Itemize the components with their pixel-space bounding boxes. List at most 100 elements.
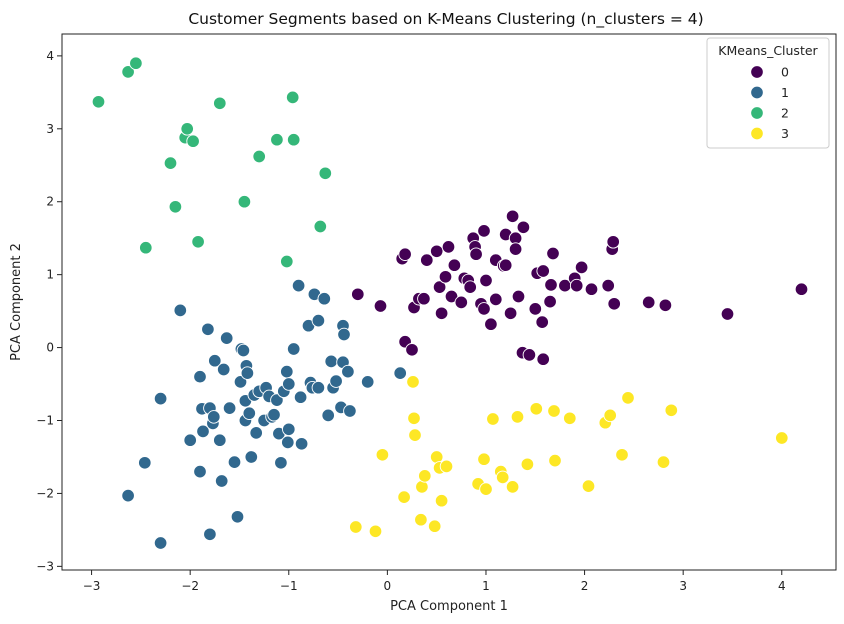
data-point-cluster-3 [427,519,442,533]
data-point-cluster-0 [535,315,549,329]
data-point-cluster-3 [656,455,671,469]
data-point-cluster-1 [337,327,351,342]
data-point-cluster-3 [479,482,493,496]
data-point-cluster-3 [548,453,562,468]
data-point-cluster-1 [393,366,407,380]
data-point-cluster-1 [324,354,338,369]
data-point-cluster-3 [408,428,422,442]
chart-title: Customer Segments based on K-Means Clust… [188,10,703,29]
data-point-cluster-0 [398,247,412,261]
data-point-cluster-1 [240,366,255,380]
legend-title: KMeans_Cluster [718,43,818,58]
y-tick-label: 0 [46,341,54,355]
data-point-cluster-3 [664,403,679,418]
data-point-cluster-2 [139,240,153,255]
data-point-cluster-3 [439,459,454,474]
data-point-cluster-1 [230,510,245,524]
data-point-cluster-0 [508,242,523,256]
data-point-cluster-1 [244,450,259,464]
data-point-cluster-2 [91,95,106,109]
x-tick-label: −2 [181,579,199,593]
data-point-cluster-0 [584,282,599,296]
y-tick-label: −2 [36,486,54,500]
legend-marker-3 [750,126,764,141]
data-point-cluster-0 [511,289,526,304]
data-point-cluster-0 [543,294,557,309]
data-point-cluster-2 [213,96,227,111]
data-point-cluster-0 [536,352,550,366]
data-point-cluster-3 [775,431,789,445]
y-axis: −3 −2 −1 0 1 2 3 4 [36,49,62,573]
data-point-cluster-0 [429,244,444,259]
data-point-cluster-1 [214,474,229,488]
data-point-cluster-0 [469,247,483,261]
data-point-cluster-3 [477,452,491,466]
data-point-cluster-0 [405,343,419,357]
data-point-cluster-2 [285,90,300,105]
data-point-cluster-3 [529,402,544,416]
data-point-cluster-2 [280,254,294,269]
data-point-cluster-0 [601,278,615,293]
y-axis-label: PCA Component 2 [9,243,24,361]
data-point-cluster-3 [415,480,429,494]
data-point-cluster-1 [153,536,168,550]
data-point-cluster-1 [193,464,207,479]
y-tick-label: −3 [36,559,54,573]
legend-marker-2 [750,106,764,120]
legend-label-2: 2 [781,106,789,121]
data-point-cluster-2 [237,194,252,209]
data-point-cluster-1 [236,343,251,358]
data-point-cluster-0 [438,270,453,284]
data-point-cluster-0 [447,258,462,272]
data-point-cluster-1 [317,291,332,306]
data-point-cluster-1 [341,364,355,379]
data-point-cluster-1 [249,426,263,440]
data-point-cluster-0 [516,220,531,235]
data-point-cluster-1 [321,408,335,423]
data-point-cluster-3 [349,520,363,534]
data-point-cluster-3 [520,457,535,472]
legend-marker-0 [750,65,764,79]
data-point-cluster-0 [503,306,518,321]
data-point-cluster-2 [163,156,178,170]
data-point-cluster-3 [510,410,525,424]
data-point-cluster-3 [581,479,596,493]
x-tick-label: 3 [679,579,687,593]
data-point-cluster-1 [222,401,237,415]
data-point-cluster-3 [547,404,561,418]
data-point-cluster-0 [641,295,656,310]
data-point-cluster-3 [368,524,383,539]
x-tick-label: 2 [581,579,589,593]
data-point-cluster-0 [463,280,477,294]
data-point-cluster-1 [274,456,288,470]
data-point-cluster-2 [286,132,301,147]
legend-label-3: 3 [781,126,789,141]
data-point-cluster-0 [544,278,558,292]
data-point-cluster-0 [479,273,493,288]
data-point-cluster-0 [522,348,537,362]
data-point-cluster-3 [621,391,635,405]
legend-label-1: 1 [781,85,789,100]
data-point-cluster-0 [658,298,673,313]
data-point-cluster-1 [203,527,217,542]
data-point-cluster-0 [454,295,469,310]
data-point-cluster-2 [313,219,328,234]
data-point-cluster-0 [489,292,503,307]
data-point-cluster-3 [407,411,421,426]
x-tick-label: −1 [280,579,298,593]
data-point-cluster-1 [233,375,248,389]
legend-label-0: 0 [781,65,789,80]
data-point-cluster-3 [434,493,449,508]
data-point-cluster-0 [720,307,735,321]
data-point-cluster-3 [375,448,390,462]
data-point-cluster-1 [291,278,306,293]
data-point-cluster-1 [173,303,188,318]
data-point-cluster-2 [318,166,333,181]
data-point-cluster-1 [294,437,309,451]
data-point-cluster-1 [219,331,234,345]
data-point-cluster-0 [441,240,456,254]
x-tick-label: −3 [83,579,101,593]
data-point-cluster-2 [168,200,183,214]
x-axis: −3 −2 −1 0 1 2 3 4 [83,570,786,593]
data-point-cluster-1 [329,374,343,388]
